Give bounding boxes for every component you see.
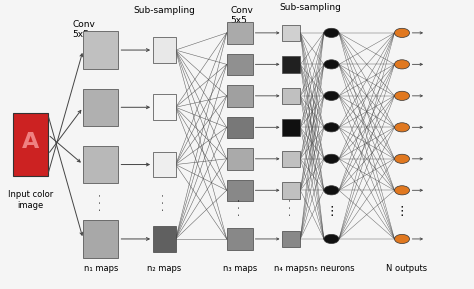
Bar <box>227 179 253 201</box>
Text: Sub-sampling: Sub-sampling <box>279 3 341 12</box>
Text: · · ·: · · · <box>235 199 245 216</box>
Circle shape <box>324 60 339 69</box>
Circle shape <box>394 60 410 69</box>
Circle shape <box>324 154 339 163</box>
Bar <box>283 56 301 73</box>
Text: N outputs: N outputs <box>386 264 427 273</box>
Circle shape <box>394 154 410 163</box>
Circle shape <box>324 91 339 100</box>
Text: ⋮: ⋮ <box>396 205 408 218</box>
Text: Conv
5x5: Conv 5x5 <box>230 6 253 25</box>
Text: A: A <box>22 131 39 152</box>
Bar <box>283 182 301 199</box>
Bar <box>227 148 253 170</box>
Circle shape <box>394 123 410 132</box>
Circle shape <box>394 234 410 244</box>
Bar <box>83 220 118 257</box>
Bar <box>83 32 118 69</box>
Text: Input color
image: Input color image <box>8 190 53 210</box>
Text: n₂ maps: n₂ maps <box>147 264 182 273</box>
Circle shape <box>324 28 339 38</box>
Text: · · ·: · · · <box>159 193 169 211</box>
Bar <box>153 37 176 63</box>
Text: Conv
5x5: Conv 5x5 <box>73 20 95 39</box>
Bar <box>227 22 253 44</box>
Text: ⋮: ⋮ <box>325 205 337 218</box>
Text: n₃ maps: n₃ maps <box>222 264 257 273</box>
Circle shape <box>394 28 410 38</box>
Bar <box>153 95 176 120</box>
Circle shape <box>324 186 339 195</box>
Bar <box>283 151 301 167</box>
Bar <box>227 85 253 107</box>
Text: · · ·: · · · <box>286 199 296 216</box>
Bar <box>227 228 253 250</box>
Bar <box>153 152 176 177</box>
Text: n₅ neurons: n₅ neurons <box>309 264 354 273</box>
Bar <box>83 89 118 126</box>
Circle shape <box>394 91 410 100</box>
Bar <box>227 54 253 75</box>
Bar <box>13 113 48 176</box>
Text: n₄ maps: n₄ maps <box>274 264 309 273</box>
Bar <box>227 116 253 138</box>
Text: Sub-sampling: Sub-sampling <box>133 6 195 15</box>
Bar <box>283 231 301 247</box>
Text: · · ·: · · · <box>96 193 106 211</box>
Text: n₁ maps: n₁ maps <box>83 264 118 273</box>
Circle shape <box>324 234 339 244</box>
Bar <box>283 25 301 41</box>
Bar <box>153 226 176 252</box>
Circle shape <box>394 186 410 195</box>
Circle shape <box>324 123 339 132</box>
Bar <box>283 88 301 104</box>
Bar <box>83 146 118 183</box>
Bar <box>283 119 301 136</box>
